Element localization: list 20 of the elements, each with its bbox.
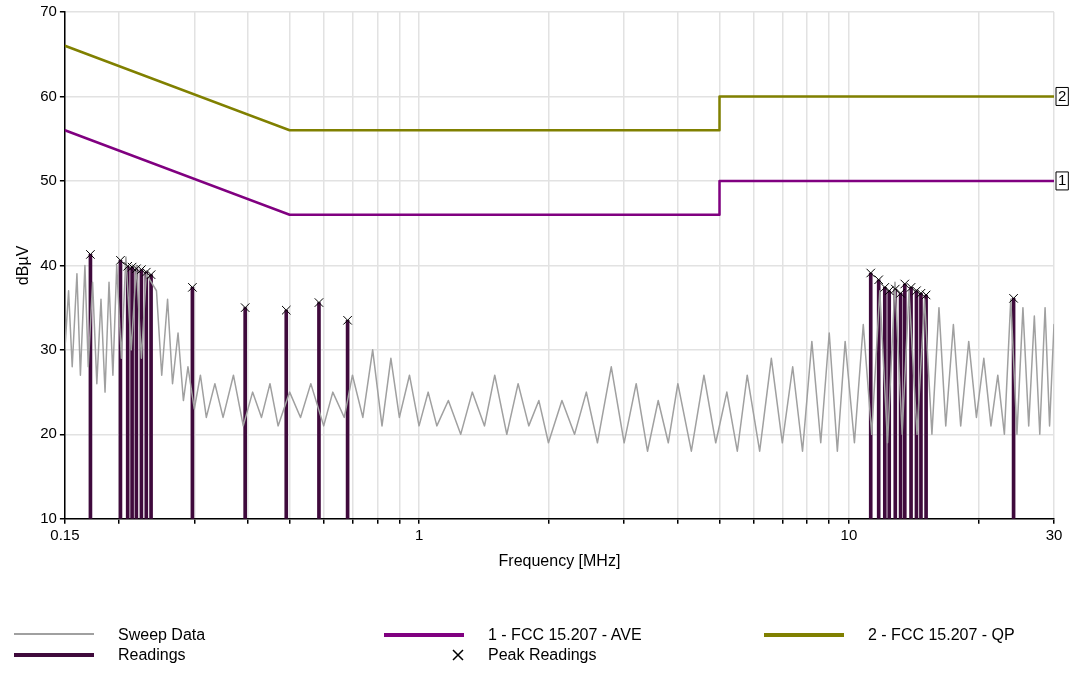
annotation: 2: [1058, 86, 1067, 104]
y-tick-label: 50: [40, 171, 57, 189]
x-tick-label: 1: [414, 525, 424, 543]
y-tick-label: 70: [40, 2, 57, 20]
annotation: 1: [1058, 171, 1067, 189]
legend-label: Sweep Data: [118, 626, 206, 644]
y-tick-label: 20: [40, 424, 57, 442]
y-tick-label: 60: [40, 86, 57, 104]
x-tick-label: 10: [840, 525, 858, 543]
legend-label: Peak Readings: [488, 646, 597, 664]
y-axis-title: dBµV: [14, 245, 32, 286]
legend-label: Readings: [118, 646, 186, 664]
legend-label: 1 - FCC 15.207 - AVE: [488, 626, 642, 644]
y-tick-label: 10: [40, 508, 57, 526]
legend-label: 2 - FCC 15.207 - QP: [868, 626, 1015, 644]
y-tick-label: 40: [40, 255, 57, 273]
y-tick-label: 30: [40, 340, 57, 358]
x-tick-label: 30: [1045, 525, 1063, 543]
x-axis-title: Frequency [MHz]: [498, 551, 621, 569]
x-tick-label: 0.15: [50, 525, 80, 543]
